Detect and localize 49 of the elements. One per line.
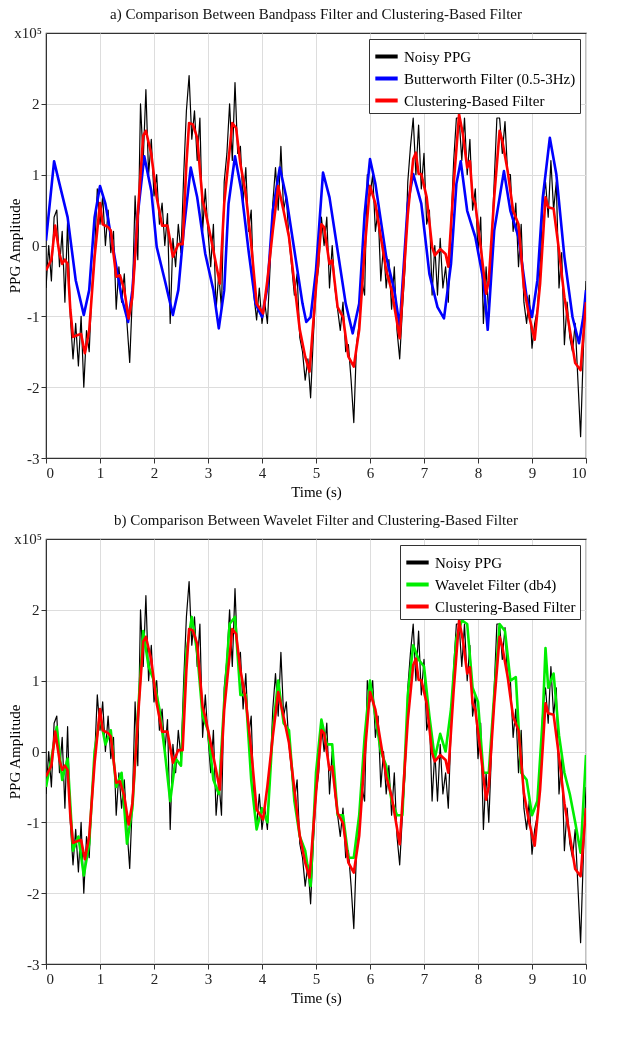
legend-label: Wavelet Filter (db4) [435, 576, 557, 594]
x-tick-label: 9 [528, 970, 537, 987]
legend-label: Clustering-Based Filter [435, 598, 576, 615]
y-tick-label: 0 [32, 744, 40, 760]
y-tick-label: -3 [27, 450, 40, 467]
x-tick-label: 6 [366, 970, 375, 987]
x-tick-label: 1 [96, 464, 105, 481]
x-axis-title: Time (s) [291, 483, 342, 501]
x-tick-label: 8 [474, 464, 483, 481]
x-tick-label: 0 [46, 464, 54, 481]
x-tick-label: 5 [312, 970, 321, 987]
legend-label: Noisy PPG [404, 48, 472, 65]
x-tick-label: 10 [571, 970, 587, 987]
y-tick-label: 2 [32, 602, 40, 619]
y-tick-label: 1 [32, 673, 40, 690]
x-tick-label: 2 [150, 464, 159, 481]
x-tick-label: 0 [46, 970, 54, 987]
x-tick-label: 7 [420, 464, 429, 481]
y-tick-label: -1 [27, 814, 40, 831]
legend-label: Clustering-Based Filter [404, 92, 545, 109]
x-axis-title: Time (s) [291, 989, 342, 1007]
x-tick-label: 6 [366, 464, 375, 481]
x-tick-label: 8 [474, 970, 483, 987]
y-tick-label: -2 [27, 379, 40, 396]
x-tick-label: 3 [204, 970, 213, 987]
text: x10⁵ [14, 25, 42, 41]
x-tick-label: 4 [258, 464, 267, 481]
x-tick-label: 10 [571, 464, 587, 481]
chart-title: a) Comparison Between Bandpass Filter and Clustering-Based Filter [109, 6, 523, 23]
x-tick-label: 5 [312, 464, 321, 481]
y-tick-label: -3 [27, 956, 40, 973]
legend-label: Noisy PPG [435, 554, 503, 571]
y-tick-label: 1 [32, 167, 40, 184]
x-tick-label: 9 [528, 464, 537, 481]
x-tick-label: 4 [258, 970, 267, 987]
y-tick-label: 2 [32, 96, 40, 113]
text: x10⁵ [14, 531, 42, 547]
y-axis-title: PPG Amplitude [7, 704, 23, 800]
y-tick-label: -2 [27, 885, 40, 902]
y-tick-label: 0 [32, 238, 40, 254]
legend-label: Butterworth Filter (0.5-3Hz) [404, 70, 576, 88]
x-tick-label: 2 [150, 970, 159, 987]
x-tick-label: 1 [96, 970, 105, 987]
line-series [46, 113, 586, 373]
x-tick-label: 3 [204, 464, 213, 481]
y-tick-label: -1 [27, 308, 40, 325]
y-axis-title: PPG Amplitude [7, 198, 23, 294]
x-tick-label: 7 [420, 970, 429, 987]
chart-title: b) Comparison Between Wavelet Filter and Clustering-Based Filter [114, 512, 518, 529]
